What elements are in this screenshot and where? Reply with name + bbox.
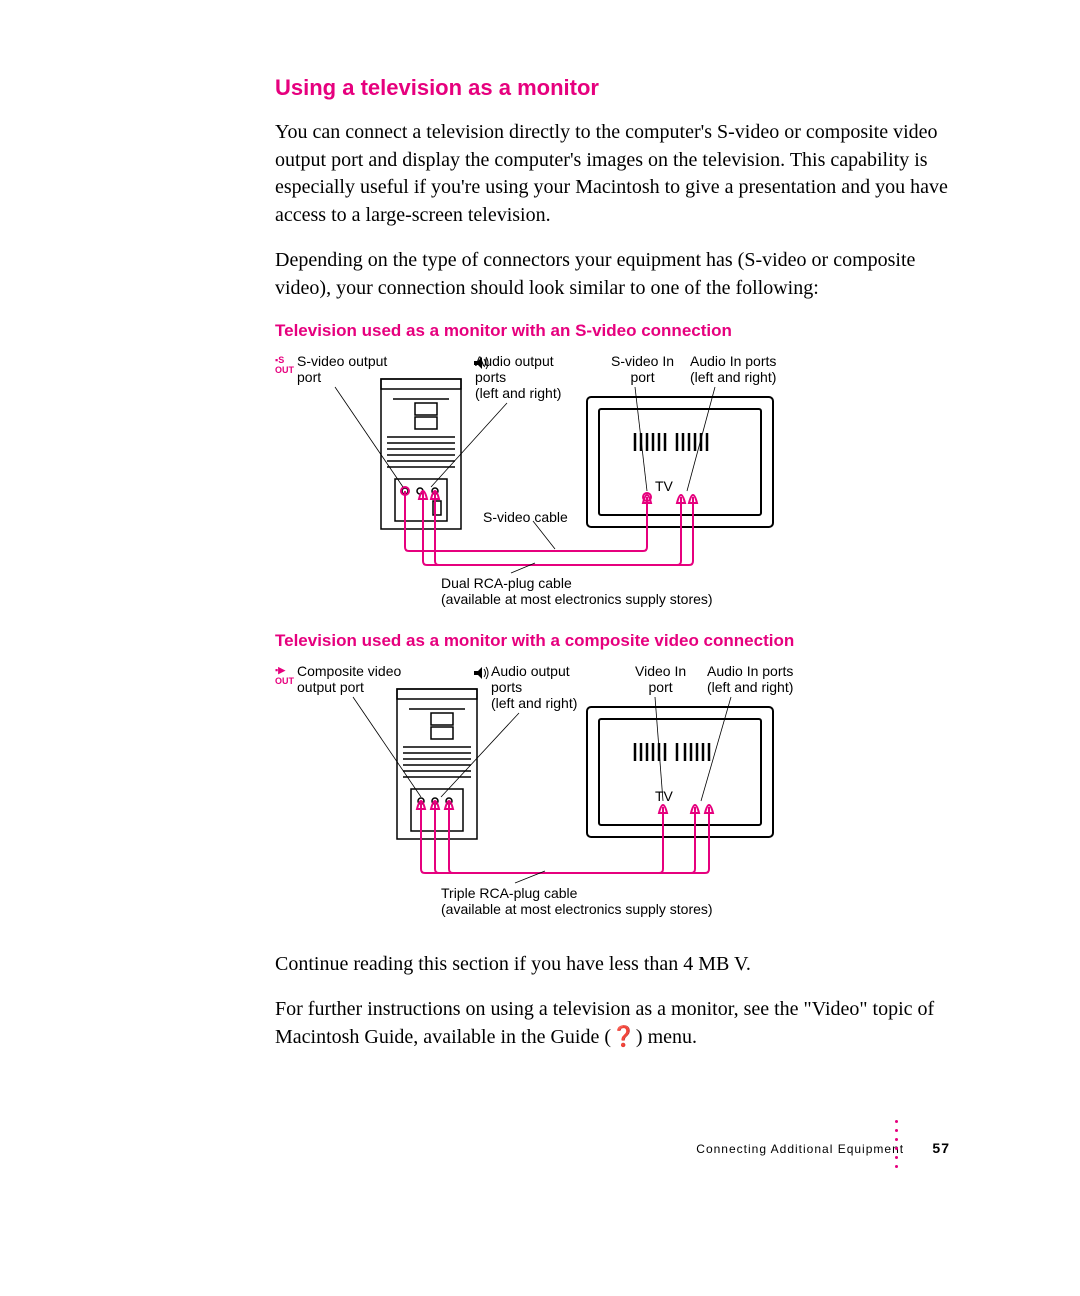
diagram-svideo-connection: ▪SOUT S-video output port Audio output p… bbox=[275, 351, 955, 621]
diagram-svg-1 bbox=[275, 351, 955, 621]
subsection-heading-1: Television used as a monitor with an S-v… bbox=[275, 321, 955, 341]
page-content: Using a television as a monitor You can … bbox=[275, 75, 955, 1069]
body-paragraph-4: For further instructions on using a tele… bbox=[275, 996, 955, 1051]
body-paragraph-2: Depending on the type of connectors your… bbox=[275, 247, 955, 302]
footer-dots bbox=[895, 1120, 898, 1168]
body-paragraph-1: You can connect a television directly to… bbox=[275, 119, 955, 229]
page-footer: Connecting Additional Equipment 57 bbox=[696, 1140, 950, 1156]
diagram-composite-connection: ▪▶OUT Composite video output port Audio … bbox=[275, 661, 955, 941]
footer-page-number: 57 bbox=[932, 1140, 950, 1156]
footer-chapter: Connecting Additional Equipment bbox=[696, 1142, 904, 1156]
section-heading: Using a television as a monitor bbox=[275, 75, 955, 101]
diagram-svg-2 bbox=[275, 661, 955, 941]
subsection-heading-2: Television used as a monitor with a comp… bbox=[275, 631, 955, 651]
body-paragraph-3: Continue reading this section if you hav… bbox=[275, 951, 955, 979]
